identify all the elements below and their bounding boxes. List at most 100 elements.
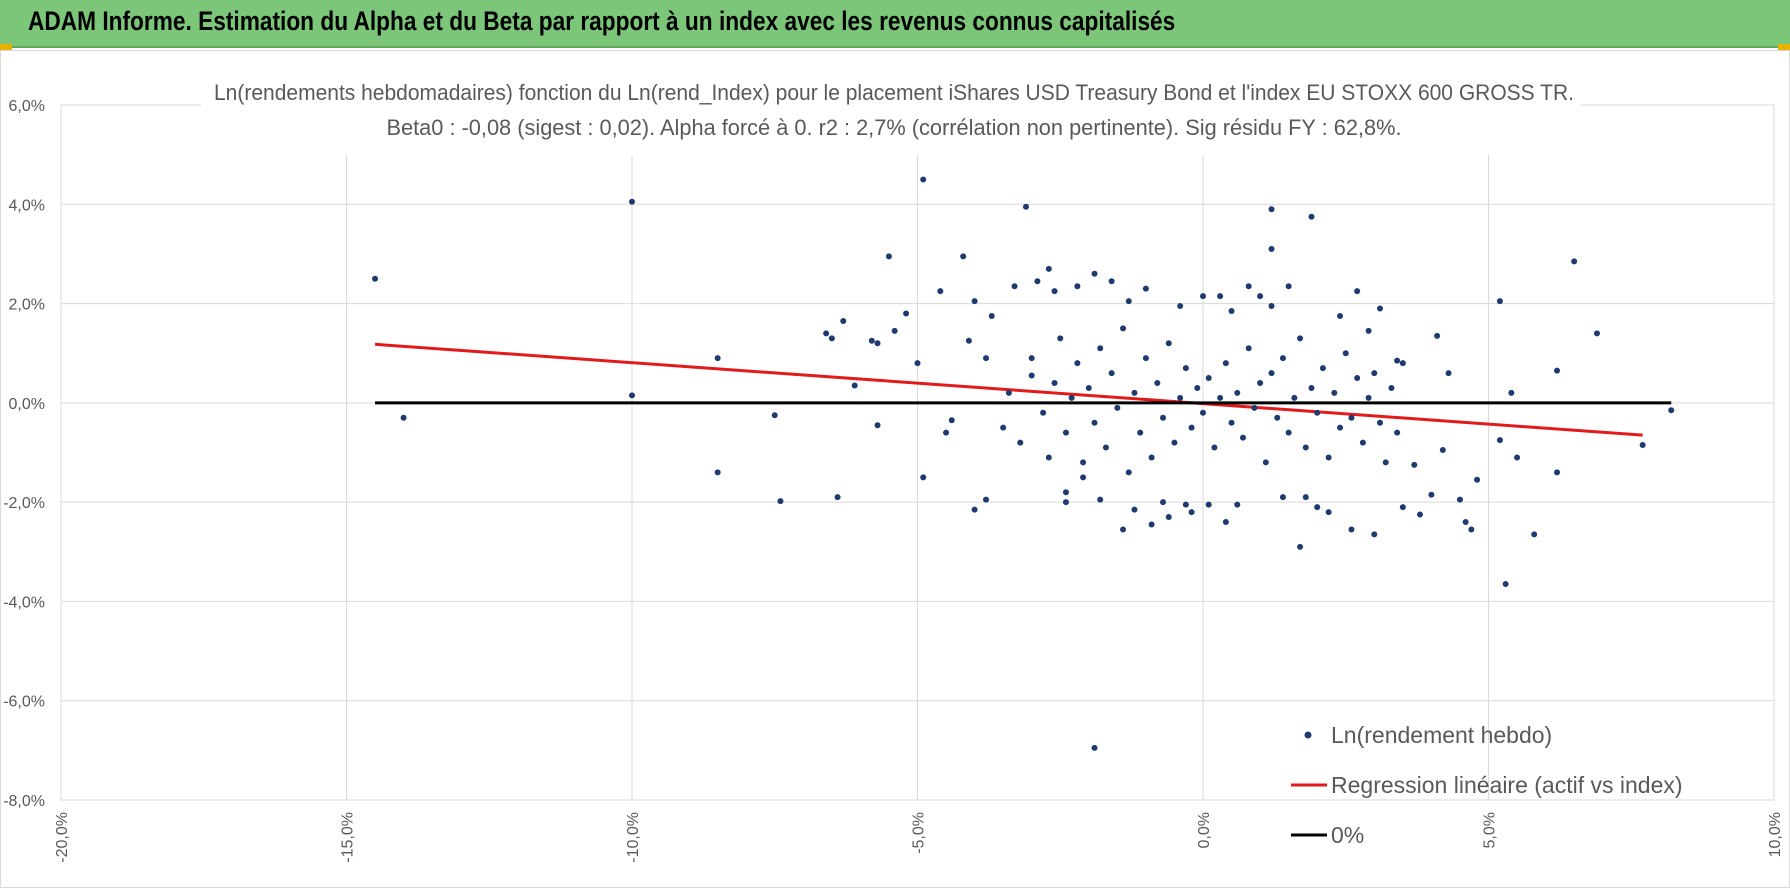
data-point <box>629 392 635 399</box>
data-point <box>1154 380 1161 386</box>
chart-title: Ln(rendements hebdomadaires) fonction du… <box>214 80 1574 105</box>
data-point <box>971 506 978 513</box>
data-point <box>1051 380 1058 386</box>
data-point <box>1160 414 1167 421</box>
data-point <box>1228 419 1235 426</box>
data-point <box>1182 501 1189 508</box>
data-point <box>920 474 927 481</box>
data-point <box>1114 404 1121 411</box>
legend-label: 0% <box>1331 822 1364 848</box>
data-point <box>1188 509 1195 516</box>
data-point <box>1456 496 1463 503</box>
data-point <box>1514 454 1521 461</box>
y-tick-label: -4,0% <box>3 594 45 611</box>
legend-label: Regression linéaire (actif vs index) <box>1331 772 1683 798</box>
x-tick-label: 5,0% <box>1482 812 1499 848</box>
data-point <box>1045 454 1052 461</box>
data-point <box>1211 444 1218 451</box>
data-point <box>1445 370 1452 377</box>
data-point <box>1348 526 1355 533</box>
data-point <box>1399 504 1406 511</box>
data-point <box>1394 357 1401 364</box>
tick-label-layer: 6,0% 4,0% 2,0% 0,0% -2,0% -4,0% -6,0% -8,0% -20,… <box>3 98 1784 863</box>
data-point <box>1011 283 1018 290</box>
data-point <box>1554 469 1561 476</box>
data-point <box>1554 367 1561 374</box>
legend-label: Ln(rendement hebdo) <box>1331 722 1552 748</box>
data-point <box>1062 489 1069 496</box>
data-point <box>1245 283 1252 290</box>
data-point <box>891 327 898 334</box>
data-point <box>1502 581 1509 588</box>
data-point <box>1411 461 1418 468</box>
data-point <box>1496 437 1503 444</box>
data-point <box>777 498 784 505</box>
data-point <box>1222 519 1229 525</box>
data-point <box>1496 298 1503 305</box>
data-point <box>1239 434 1246 441</box>
data-point <box>828 335 835 342</box>
data-point <box>1439 447 1446 454</box>
data-point <box>1308 213 1315 220</box>
data-point <box>1234 389 1241 396</box>
data-point <box>1325 454 1332 461</box>
data-point <box>1120 526 1127 533</box>
data-point <box>874 340 881 347</box>
data-point <box>1251 404 1258 411</box>
data-point <box>943 429 950 436</box>
data-point <box>1571 258 1578 265</box>
y-tick-label: 0,0% <box>9 396 45 413</box>
data-point <box>1359 439 1366 446</box>
data-point <box>1297 335 1304 342</box>
data-point <box>1291 394 1298 401</box>
data-point <box>960 253 967 260</box>
data-point <box>1302 494 1309 501</box>
data-point <box>1080 474 1087 481</box>
data-point <box>1131 389 1138 396</box>
x-tick-label: 0,0% <box>1196 812 1213 848</box>
data-point <box>1302 444 1309 451</box>
data-point <box>937 288 944 295</box>
data-point <box>1120 325 1127 332</box>
data-point <box>372 275 379 282</box>
data-point <box>1177 303 1184 310</box>
data-point <box>1171 439 1178 446</box>
data-point <box>1085 384 1092 391</box>
data-point <box>903 310 910 317</box>
data-point <box>1142 285 1149 292</box>
data-point <box>1194 384 1201 391</box>
data-point <box>1062 499 1069 506</box>
data-point <box>834 494 841 501</box>
corner-marker-right <box>1778 44 1790 50</box>
data-point <box>1017 439 1024 446</box>
data-point <box>1000 424 1007 431</box>
data-point <box>1080 459 1087 466</box>
data-point <box>823 330 830 337</box>
data-point <box>1268 245 1275 252</box>
data-point <box>1668 407 1675 414</box>
data-point <box>1148 521 1155 528</box>
data-point <box>1051 288 1058 295</box>
data-point <box>1268 206 1275 213</box>
data-point <box>1377 419 1384 426</box>
data-point <box>1034 278 1041 285</box>
data-point <box>1022 203 1029 210</box>
data-point <box>1371 370 1378 377</box>
chart-frame: 6,0% 4,0% 2,0% 0,0% -2,0% -4,0% -6,0% -8,0% -20,… <box>0 50 1790 888</box>
data-point <box>1217 394 1224 401</box>
data-point <box>1182 365 1189 372</box>
data-point <box>1062 429 1069 436</box>
data-point <box>1314 409 1321 416</box>
data-point <box>1228 308 1235 315</box>
data-point <box>1131 506 1138 513</box>
x-tick-label: -15,0% <box>340 812 357 863</box>
data-point <box>885 253 892 260</box>
x-tick-label: 10,0% <box>1767 812 1784 857</box>
data-point-layer <box>372 176 1675 751</box>
data-point <box>1382 459 1389 466</box>
data-point <box>1125 298 1132 305</box>
data-point <box>1074 360 1081 367</box>
y-tick-label: -8,0% <box>3 793 45 810</box>
data-point <box>1593 330 1600 337</box>
data-point <box>1274 414 1281 421</box>
